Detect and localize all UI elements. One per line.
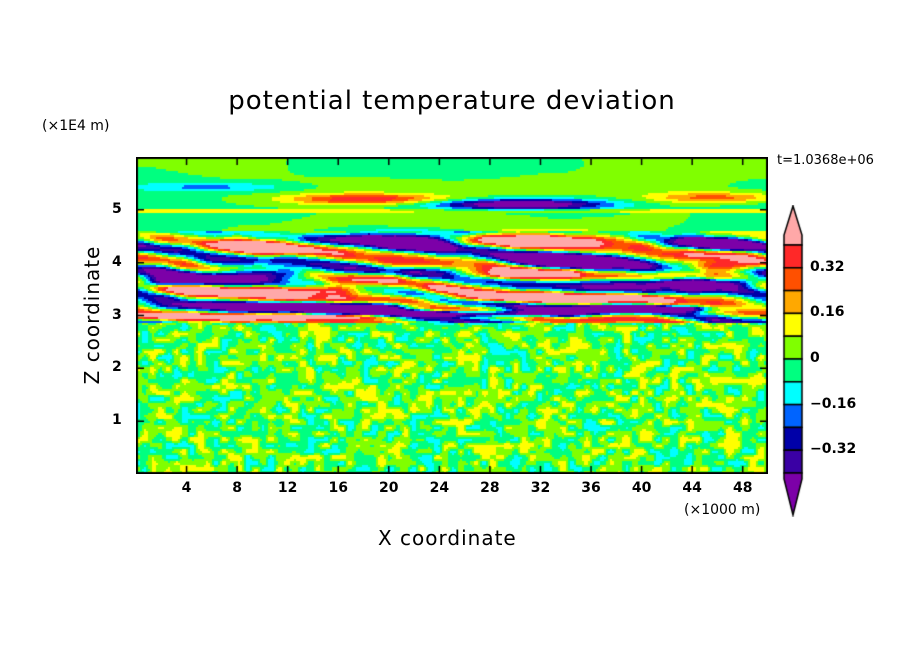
colorbar-label: 0 (810, 350, 820, 366)
y-tick-label: 4 (112, 253, 122, 270)
chart-title: potential temperature deviation (228, 86, 676, 116)
y-tick-label: 1 (112, 412, 122, 429)
colorbar-label: −0.16 (810, 395, 857, 412)
y-tick-label: 3 (112, 306, 122, 323)
x-tick-label: 20 (379, 480, 399, 496)
x-axis-unit: (×1000 m) (684, 502, 761, 518)
y-tick-label: 5 (112, 200, 122, 217)
colorbar (780, 205, 810, 517)
time-label: t=1.0368e+06 (777, 153, 874, 168)
x-tick-label: 16 (328, 480, 348, 496)
y-axis-label: Z coordinate (80, 245, 104, 385)
x-tick-label: 32 (530, 480, 551, 496)
x-tick-label: 8 (232, 480, 242, 496)
x-tick-label: 36 (581, 480, 601, 496)
colorbar-label: −0.32 (810, 441, 857, 458)
y-tick-label: 2 (112, 359, 122, 376)
x-axis-label: X coordinate (378, 526, 517, 550)
x-tick-label: 4 (181, 480, 192, 496)
colorbar-label: 0.32 (810, 258, 845, 275)
x-tick-label: 12 (277, 480, 298, 496)
x-tick-label: 44 (682, 480, 702, 496)
colorbar-label: 0.16 (810, 304, 845, 321)
x-tick-label: 40 (631, 480, 652, 496)
y-axis-unit: (×1E4 m) (42, 118, 110, 134)
x-tick-label: 28 (480, 480, 500, 496)
contour-plot-area (136, 157, 768, 474)
x-tick-label: 48 (732, 480, 753, 496)
x-tick-label: 24 (429, 480, 450, 496)
